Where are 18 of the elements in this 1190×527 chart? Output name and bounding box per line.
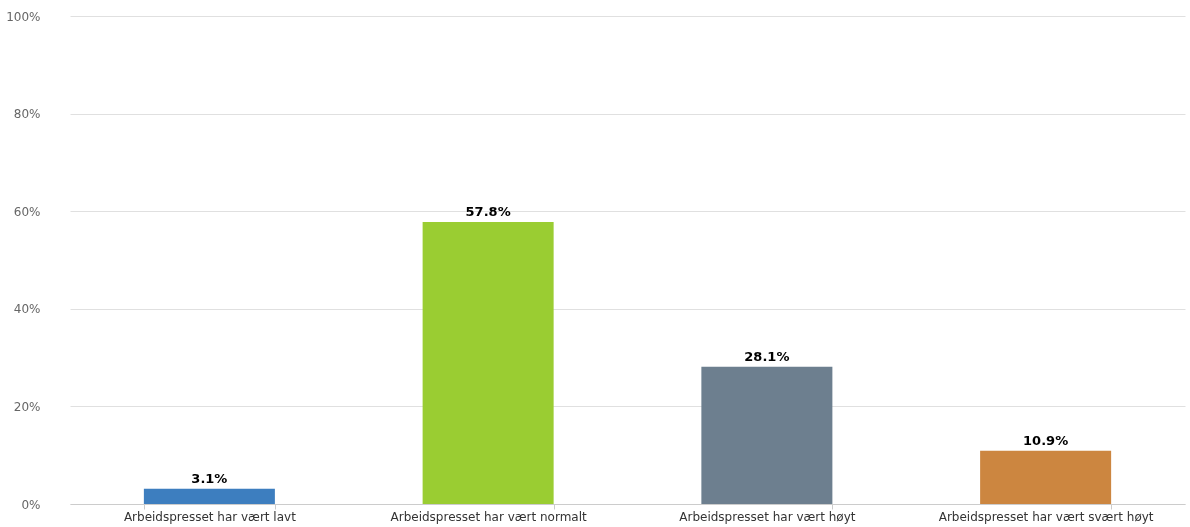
bar — [422, 221, 554, 504]
data-label: 57.8% — [465, 203, 511, 219]
y-tick-label: 80% — [13, 107, 41, 122]
y-tick-label: 60% — [13, 204, 41, 219]
y-tick-label: 20% — [13, 399, 41, 414]
data-label: 3.1% — [191, 470, 228, 486]
bar — [980, 450, 1112, 504]
bar — [143, 488, 275, 504]
data-label: 28.1% — [744, 348, 790, 364]
x-tick-label: Arbeidspresset har vært svært høyt — [938, 509, 1154, 524]
y-tick-label: 100% — [6, 9, 41, 24]
bar — [701, 366, 833, 504]
y-tick-label: 0% — [21, 497, 41, 512]
x-tick-label: Arbeidspresset har vært normalt — [390, 509, 588, 524]
x-tick-label: Arbeidspresset har vært høyt — [679, 509, 856, 524]
data-label: 10.9% — [1023, 432, 1069, 448]
x-tick-label: Arbeidspresset har vært lavt — [123, 509, 297, 524]
y-tick-label: 40% — [13, 302, 41, 317]
